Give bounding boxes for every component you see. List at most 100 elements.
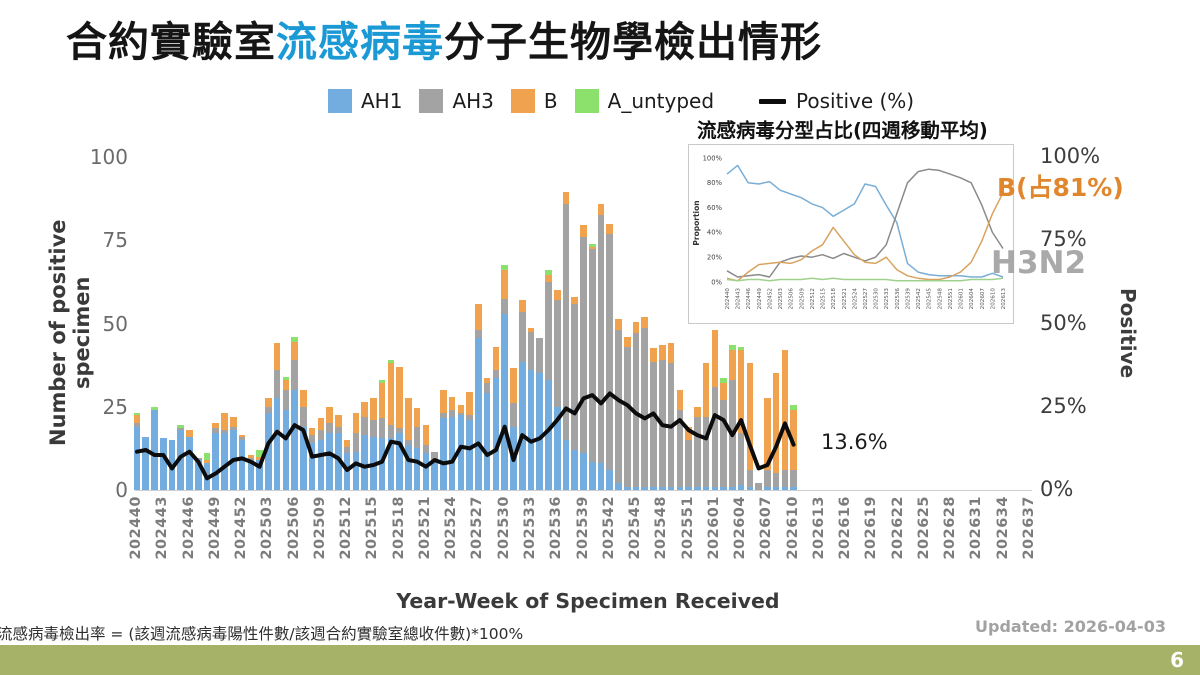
bar-202529-ah1: [492, 378, 500, 490]
bar-202509-b: [317, 418, 325, 431]
y-axis-label-left: Number of positive specimen: [46, 219, 94, 447]
x-tick-202527: 202527: [469, 496, 486, 560]
bar-202553-b: [702, 363, 710, 417]
x-tick-202607: 202607: [758, 496, 775, 560]
bar-202536-b: [553, 290, 561, 301]
bar-202517-b: [387, 363, 395, 426]
bar-202552-b: [694, 406, 701, 417]
x-tick-202619: 202619: [863, 496, 880, 560]
bar-202553-ah3: [702, 416, 710, 487]
bar-202440-ah3: [133, 423, 141, 427]
y-tick-right-75: 75%: [1040, 227, 1087, 252]
bar-202533-b: [527, 328, 535, 332]
bar-202603-a_untyped: [729, 345, 736, 351]
bar-202552-ah3: [694, 416, 701, 487]
bar-202549-ah1: [667, 486, 675, 490]
bar-202609-b: [781, 350, 789, 470]
inset-xtick-202548: 202548: [937, 288, 943, 310]
bar-202543-ah3: [615, 330, 622, 484]
x-axis-line: [135, 490, 1032, 491]
x-tick-202545: 202545: [627, 496, 644, 560]
bar-202504-ah1: [273, 398, 281, 490]
y-tick-right-25: 25%: [1040, 393, 1087, 418]
bar-202602-ah1: [720, 486, 727, 490]
bar-202527-ah3: [475, 330, 482, 339]
bar-202514-b: [361, 401, 368, 417]
bar-202513-ah3: [352, 433, 360, 452]
bar-202528-ah1: [483, 393, 491, 490]
bar-202543-b: [615, 318, 622, 331]
bar-202609-ah3: [781, 470, 789, 487]
bar-202523-b: [440, 390, 447, 414]
bar-202502-ah1: [256, 460, 263, 490]
bar-202532-ah3: [518, 311, 526, 362]
bar-202528-ah3: [483, 383, 491, 394]
legend-label-positive: Positive (%): [796, 89, 915, 113]
x-tick-202512: 202512: [338, 496, 355, 560]
bar-202507-ah1: [300, 426, 307, 490]
bar-202532-b: [518, 300, 526, 312]
bar-202452-ah1: [238, 440, 246, 490]
bar-202538-ah1: [571, 450, 579, 490]
legend-item-positive-line: Positive (%): [759, 89, 914, 113]
bar-202510-ah3: [326, 423, 333, 434]
bar-202551-ah1: [685, 486, 692, 490]
x-tick-202628: 202628: [942, 496, 959, 560]
bar-202503-ah1: [265, 413, 272, 490]
updated-date: Updated: 2026-04-03: [975, 617, 1166, 636]
bar-202514-ah1: [361, 435, 368, 490]
bar-202518-ah3: [396, 428, 403, 434]
bar-202544-b: [623, 336, 631, 347]
latest-positive-rate-annotation: 13.6%: [821, 430, 888, 454]
bar-202520-b: [413, 408, 421, 427]
bar-202550-ah3: [676, 410, 684, 487]
bar-202503-ah3: [265, 406, 272, 414]
bar-202531-b: [510, 368, 517, 404]
inset-ytick-20: 20%: [707, 254, 723, 262]
bar-202551-ah3: [685, 440, 692, 487]
bar-202525-ah1: [457, 415, 465, 490]
inset-xtick-202604: 202604: [969, 288, 975, 310]
footnote-formula: 流感病毒檢出率 = (該週流感病毒陽性件數/該週合約實驗室總收件數)*100%: [0, 625, 524, 643]
bar-202509-ah3: [317, 430, 325, 441]
bar-202520-ah1: [413, 448, 421, 490]
x-tick-202530: 202530: [495, 496, 512, 560]
bar-202515-ah3: [370, 420, 377, 437]
bar-202508-b: [308, 428, 316, 436]
bar-202544-ah1: [623, 486, 631, 490]
legend-item-ah3: AH3: [419, 89, 494, 113]
bar-202601-ah3: [711, 386, 719, 487]
bar-202449-ah1: [212, 433, 220, 490]
bar-202511-b: [335, 415, 342, 427]
y-tick-left-0: 0: [115, 478, 128, 502]
bar-202547-ah1: [650, 486, 657, 490]
bar-202604-a_untyped: [737, 346, 745, 351]
bar-202442-ah1: [151, 410, 158, 490]
main-chart-plot-area: [133, 157, 1030, 490]
bar-202607-ah3: [764, 470, 771, 487]
bar-202516-ah1: [378, 438, 386, 490]
bar-202552-ah1: [694, 486, 701, 490]
bar-202521-ah3: [422, 445, 430, 454]
x-tick-202604: 202604: [732, 496, 749, 560]
bar-202451-b: [230, 416, 237, 427]
inset-xtick-202610: 202610: [990, 288, 996, 310]
bar-202518-ah1: [396, 433, 403, 490]
bar-202538-ah3: [571, 303, 579, 451]
bar-202530-b: [501, 270, 508, 299]
inset-line-b: [726, 192, 1004, 282]
inset-ytick-60: 60%: [707, 204, 723, 212]
bar-202517-ah1: [387, 438, 395, 490]
bar-202550-b: [676, 390, 684, 411]
bar-202524-ah1: [448, 416, 456, 490]
bar-202521-b: [422, 425, 430, 446]
bar-202501-ah3: [247, 458, 255, 461]
bar-202505-ah3: [282, 390, 290, 411]
inset-line-ah3: [726, 168, 1004, 278]
line-dash-icon: [759, 98, 787, 104]
inset-ylabel: Proportion: [692, 200, 701, 245]
title-part2: 分子生物學檢出情形: [444, 18, 822, 66]
bar-202549-b: [667, 343, 675, 364]
bar-202610-a_untyped: [790, 405, 797, 411]
legend-item-b: B: [510, 89, 558, 113]
